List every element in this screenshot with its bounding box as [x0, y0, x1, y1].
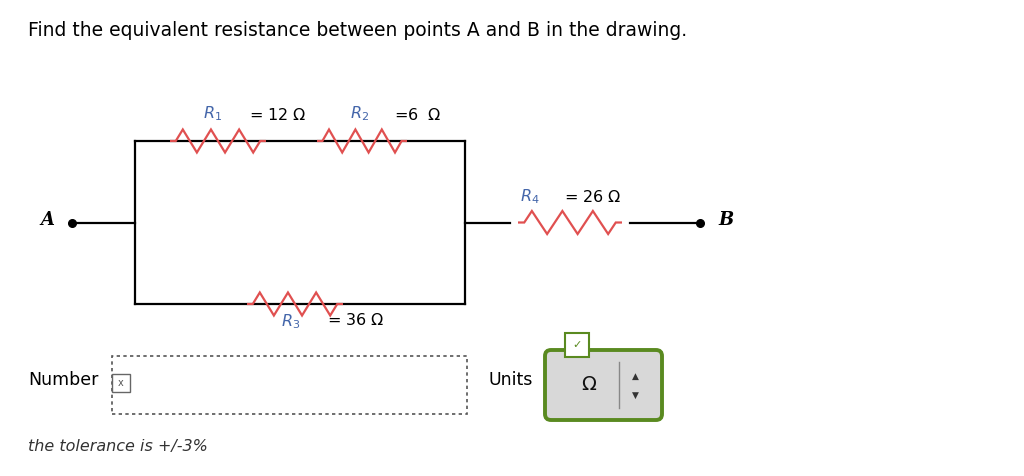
Text: Ω: Ω: [582, 376, 596, 395]
Text: $\it{R}_4$: $\it{R}_4$: [520, 187, 540, 206]
Text: ▼: ▼: [632, 391, 638, 400]
Text: ✓: ✓: [572, 340, 582, 350]
Text: the tolerance is +/-3%: the tolerance is +/-3%: [28, 439, 208, 454]
FancyBboxPatch shape: [565, 333, 589, 357]
FancyBboxPatch shape: [545, 350, 662, 420]
FancyBboxPatch shape: [112, 356, 467, 414]
Text: Find the equivalent resistance between points A and B in the drawing.: Find the equivalent resistance between p…: [28, 21, 687, 40]
Text: Number: Number: [28, 371, 98, 389]
Text: = 26 $\Omega$: = 26 $\Omega$: [564, 189, 622, 206]
Bar: [112, 374, 130, 392]
Text: ▲: ▲: [632, 372, 638, 381]
Text: = 36 $\Omega$: = 36 $\Omega$: [327, 312, 385, 328]
Text: B: B: [718, 211, 733, 229]
Text: = 12 $\Omega$: = 12 $\Omega$: [249, 107, 306, 123]
Text: $\it{R}_1$: $\it{R}_1$: [203, 104, 222, 123]
Text: =6  $\Omega$: =6 $\Omega$: [394, 107, 441, 123]
Text: $\it{R}_3$: $\it{R}_3$: [281, 312, 300, 331]
Text: A: A: [40, 211, 54, 229]
Text: x: x: [118, 378, 124, 388]
Text: $\it{R}_2$: $\it{R}_2$: [350, 104, 369, 123]
Text: Units: Units: [489, 371, 534, 389]
